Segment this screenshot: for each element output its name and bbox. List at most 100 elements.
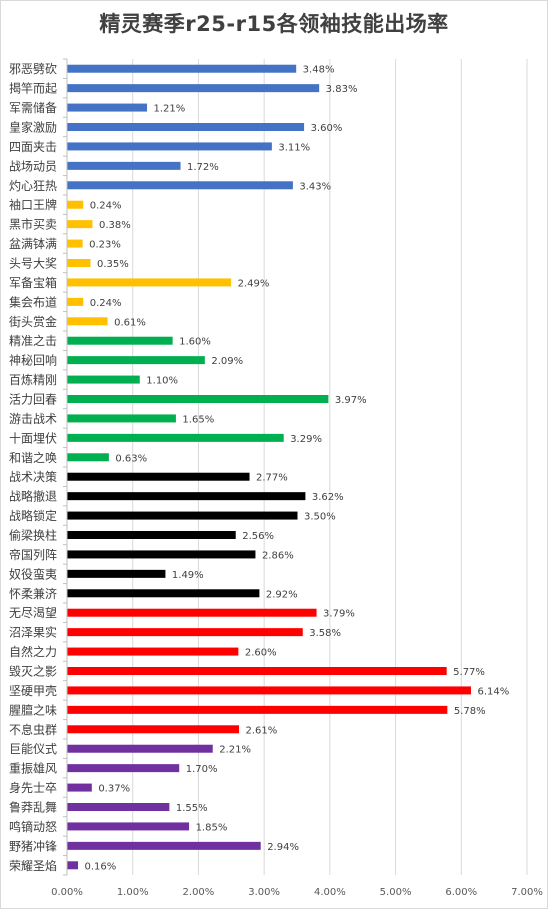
bar [67, 123, 305, 131]
category-label: 坚硬甲壳 [9, 684, 57, 698]
bar [67, 783, 92, 792]
category-label: 头号大奖 [9, 257, 57, 271]
bar [67, 103, 148, 112]
data-label: 2.94% [267, 842, 299, 853]
bar [67, 336, 173, 345]
category-label: 帝国列阵 [9, 547, 57, 562]
bar [67, 589, 260, 598]
category-label: 袖口王牌 [9, 197, 57, 212]
category-label: 邪恶劈砍 [9, 61, 57, 76]
data-label: 2.56% [242, 531, 274, 542]
bar [67, 861, 79, 870]
data-label: 0.37% [98, 784, 130, 795]
data-label: 3.11% [278, 142, 310, 153]
bar [67, 220, 93, 229]
bar [67, 803, 170, 811]
bar [67, 239, 83, 248]
category-label: 巨能仪式 [9, 742, 57, 756]
data-label: 3.29% [290, 434, 322, 445]
category-label: 怀柔兼济 [9, 586, 57, 601]
data-label: 1.55% [176, 803, 208, 814]
bar [67, 608, 317, 617]
bar [67, 433, 284, 442]
category-label: 奴役蛮夷 [9, 566, 57, 581]
bar [67, 511, 298, 520]
data-label: 0.38% [99, 220, 131, 231]
category-label: 战略撤退 [9, 489, 57, 504]
bar [67, 453, 109, 462]
bar [67, 822, 190, 831]
category-label: 身先士卒 [9, 780, 57, 795]
category-label: 盆满钵满 [9, 236, 57, 251]
bar [67, 550, 256, 559]
bar [67, 744, 213, 753]
data-label: 2.09% [211, 356, 243, 367]
data-label: 5.77% [453, 667, 485, 678]
data-label: 2.61% [246, 725, 278, 736]
bar [67, 705, 448, 714]
data-label: 1.65% [182, 414, 214, 425]
category-label: 腥膻之味 [9, 702, 57, 717]
data-label: 2.49% [238, 278, 270, 289]
x-tick-label: 6.00% [445, 887, 477, 898]
data-label: 0.35% [97, 259, 129, 270]
category-label: 军备宝箱 [9, 275, 57, 290]
data-label: 0.63% [115, 453, 147, 464]
bar [67, 841, 261, 850]
category-label: 活力回春 [9, 393, 57, 407]
category-label: 鸣镝动怒 [9, 819, 57, 834]
category-label: 鲁莽乱舞 [9, 801, 57, 815]
bar [67, 64, 297, 73]
category-label: 皇家激励 [9, 120, 57, 135]
category-label: 游击战术 [9, 412, 57, 426]
x-tick-label: 2.00% [183, 887, 215, 898]
x-tick-label: 7.00% [511, 887, 543, 898]
data-label: 0.24% [90, 201, 122, 212]
category-label: 自然之力 [9, 644, 57, 659]
data-label: 0.23% [89, 240, 121, 251]
data-label: 1.70% [186, 764, 218, 775]
bar [67, 356, 205, 365]
x-tick-label: 5.00% [380, 887, 412, 898]
data-label: 2.77% [256, 473, 288, 484]
category-label: 战术决策 [9, 470, 57, 484]
data-label: 3.62% [312, 492, 344, 503]
data-label: 0.24% [90, 298, 122, 309]
x-tick-label: 3.00% [248, 887, 280, 898]
category-label: 无尽渴望 [9, 606, 57, 620]
x-tick-label: 0.00% [51, 887, 83, 898]
category-label: 灼心狂热 [9, 178, 57, 193]
chart-title: 精灵赛季r25-r15各领袖技能出场率 [99, 12, 449, 36]
category-label: 四面夹击 [9, 140, 57, 154]
bar [67, 492, 306, 501]
bar [67, 161, 181, 170]
bar [67, 278, 232, 287]
bar [67, 628, 303, 637]
category-label: 神秘回响 [9, 353, 57, 368]
category-label: 和谐之唤 [9, 451, 57, 465]
category-label: 揭竿而起 [9, 81, 57, 96]
data-label: 5.78% [454, 706, 486, 717]
category-label: 不息虫群 [9, 722, 57, 737]
category-label: 野猪冲锋 [9, 838, 57, 853]
x-tick-label: 1.00% [117, 887, 149, 898]
bar [67, 414, 176, 423]
data-label: 0.16% [85, 861, 117, 872]
data-label: 3.50% [304, 512, 336, 523]
bar [67, 725, 240, 734]
bar [67, 200, 84, 209]
bar [67, 84, 320, 93]
category-label: 重振雄风 [9, 761, 57, 776]
bar [67, 142, 272, 151]
data-label: 1.10% [146, 376, 178, 387]
category-label: 精准之击 [9, 334, 57, 348]
category-label: 集会布道 [9, 294, 57, 309]
bar [67, 259, 91, 267]
data-label: 1.21% [154, 104, 186, 115]
category-label: 荣耀圣焰 [9, 858, 57, 873]
category-label: 军需储备 [9, 100, 57, 115]
data-label: 1.72% [187, 162, 219, 173]
data-label: 1.85% [196, 822, 228, 833]
bar [67, 395, 329, 403]
